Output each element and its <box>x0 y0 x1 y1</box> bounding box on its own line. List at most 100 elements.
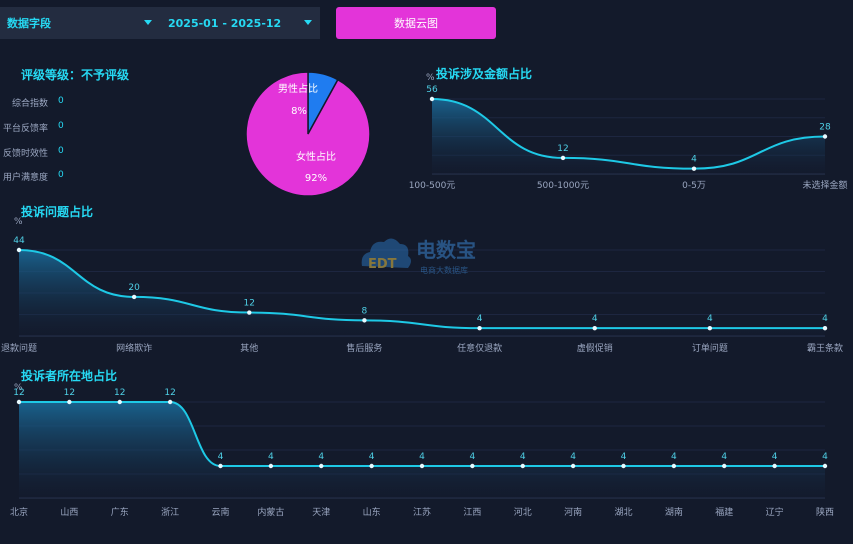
rating-title: 评级等级：不予评级 <box>21 68 130 82</box>
data-point <box>570 463 576 469</box>
data-label: 4 <box>477 314 483 324</box>
data-point <box>117 399 122 405</box>
data-label: 20 <box>128 283 140 293</box>
data-label: 12 <box>13 388 24 398</box>
data-point <box>16 399 22 405</box>
series-line <box>19 401 825 467</box>
amount-area-chart: 投诉涉及金额占比% 56 100-500元 12 500-1000元 4 0-5万 28 未选择… <box>409 66 848 191</box>
gender-pie-chart: 男性占比 8% 女性占比 92% <box>245 71 371 197</box>
y-unit-label: % <box>426 73 435 83</box>
data-point <box>822 134 828 139</box>
x-tick-label: 江西 <box>463 507 481 518</box>
data-point <box>520 463 525 469</box>
x-tick-label: 虚假促销 <box>577 342 613 354</box>
x-tick-label: 100-500元 <box>409 181 456 191</box>
data-point <box>822 463 828 469</box>
field-select-label: 数据字段 <box>7 17 51 30</box>
pie-slice <box>245 71 371 197</box>
x-tick-label: 霸王条款 <box>807 342 843 354</box>
x-tick-label: 湖北 <box>614 507 632 518</box>
data-label: 28 <box>819 123 831 133</box>
chart-title: 投诉涉及金额占比 <box>436 66 532 81</box>
x-tick-label: 湖南 <box>665 506 683 518</box>
x-tick-label: 天津 <box>312 507 330 518</box>
data-point <box>621 463 626 469</box>
data-point <box>772 463 777 469</box>
data-label: 4 <box>721 452 727 462</box>
data-point <box>247 310 252 315</box>
series-line <box>431 98 826 170</box>
data-label: 4 <box>218 452 224 462</box>
data-label: 4 <box>318 452 324 462</box>
x-tick-label: 任意仅退款 <box>457 342 502 354</box>
data-label: 4 <box>520 452 526 462</box>
word-cloud-button[interactable]: 数据云图 <box>336 7 496 39</box>
x-tick-label: 订单问题 <box>692 342 728 354</box>
data-point <box>167 399 173 405</box>
data-label: 4 <box>592 314 598 324</box>
toolbar: 数据字段 2025-01 - 2025-12 数据云图 <box>0 0 853 44</box>
x-tick-label: 广东 <box>111 506 129 518</box>
metric-value: 0 <box>58 121 64 131</box>
data-point <box>369 463 374 469</box>
x-tick-label: 退款问题 <box>1 342 37 354</box>
metric-label: 综合指数 <box>11 99 48 109</box>
data-point <box>319 463 324 469</box>
watermark-logo-text: EDT <box>368 257 397 272</box>
data-point <box>560 155 566 161</box>
watermark-logo: EDT 电数宝 电商大数据库 <box>358 230 498 278</box>
data-label: 12 <box>164 388 175 398</box>
data-label: 4 <box>772 452 778 462</box>
data-label: 12 <box>244 299 255 309</box>
data-label: 4 <box>671 452 677 462</box>
data-point <box>592 325 597 331</box>
x-tick-label: 其他 <box>240 342 258 354</box>
data-point <box>67 399 72 405</box>
data-point <box>218 463 223 469</box>
area-fill <box>432 99 825 174</box>
pie-label: 男性占比 <box>278 82 318 95</box>
x-tick-label: 网络欺诈 <box>116 342 152 354</box>
field-select[interactable]: 数据字段 <box>0 7 160 39</box>
data-point <box>822 325 828 331</box>
x-tick-label: 未选择金额 <box>802 179 847 191</box>
region-area-chart: 投诉者所在地占比%12北京12山西12广东12浙江4云南4内蒙古4天津4山东4江… <box>10 368 834 518</box>
data-label: 44 <box>13 236 25 246</box>
data-label: 56 <box>426 85 438 95</box>
data-label: 4 <box>621 452 627 462</box>
x-tick-label: 河北 <box>514 506 532 518</box>
metric-label: 反馈时效性 <box>2 149 48 159</box>
x-tick-label: 云南 <box>211 506 229 518</box>
metric-value: 0 <box>58 146 64 156</box>
data-label: 4 <box>268 452 274 462</box>
area-fill <box>19 402 825 498</box>
data-label: 4 <box>822 452 828 462</box>
pie-label: 女性占比 <box>296 150 336 163</box>
data-label: 4 <box>470 452 476 462</box>
data-point <box>691 166 697 171</box>
chevron-down-icon <box>144 20 152 25</box>
data-point <box>16 247 22 253</box>
x-tick-label: 江苏 <box>413 506 431 518</box>
x-tick-label: 浙江 <box>161 506 179 518</box>
data-label: 4 <box>691 155 697 165</box>
data-point <box>131 294 137 300</box>
data-label: 4 <box>570 452 576 462</box>
metric-label: 平台反馈率 <box>2 124 48 134</box>
data-point <box>362 318 367 323</box>
data-point <box>470 463 475 469</box>
issues-area-chart: 投诉问题占比%44退款问题20网络欺诈12其他8售后服务4任意仅退款4虚假促销4… <box>1 204 843 354</box>
pie-value-label: 8% <box>291 106 307 117</box>
data-point <box>707 325 713 331</box>
x-tick-label: 福建 <box>715 506 733 518</box>
watermark-main: 电数宝 <box>416 238 476 262</box>
date-range-select[interactable]: 2025-01 - 2025-12 <box>160 7 320 39</box>
data-label: 4 <box>369 452 375 462</box>
chart-title: 投诉者所在地占比 <box>21 368 117 383</box>
x-tick-label: 内蒙古 <box>257 506 284 518</box>
data-point <box>722 463 727 469</box>
x-tick-label: 北京 <box>10 506 28 518</box>
data-point <box>429 96 435 102</box>
data-label: 4 <box>419 452 425 462</box>
